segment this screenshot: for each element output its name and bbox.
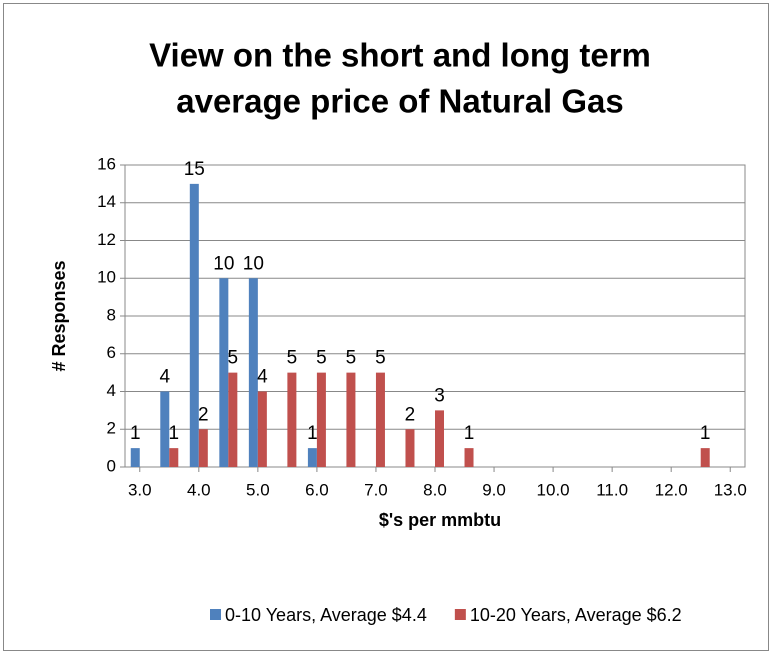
x-tick-label: 9.0	[482, 480, 506, 499]
data-label: 3	[434, 385, 445, 406]
y-tick-label: 16	[97, 154, 116, 173]
x-axis-title: $'s per mmbtu	[379, 510, 501, 530]
data-label: 2	[405, 404, 416, 425]
data-label: 1	[168, 423, 179, 444]
bar	[189, 183, 199, 467]
bar	[169, 448, 179, 467]
bar	[375, 372, 385, 467]
x-tick-label: 4.0	[187, 480, 211, 499]
data-label: 1	[307, 423, 318, 444]
legend-label: 0-10 Years, Average $4.4	[225, 605, 427, 625]
bar	[228, 372, 238, 467]
x-tick-label: 13.0	[714, 480, 747, 499]
x-tick-label: 11.0	[596, 480, 628, 499]
x-tick-label: 7.0	[364, 480, 388, 499]
y-tick-label: 12	[97, 230, 116, 249]
bar	[130, 448, 140, 467]
bar	[316, 372, 326, 467]
legend-label: 10-20 Years, Average $6.2	[470, 605, 682, 625]
y-tick-label: 6	[107, 343, 116, 362]
y-tick-label: 10	[97, 268, 116, 287]
data-label: 1	[464, 423, 475, 444]
data-label: 10	[213, 253, 234, 274]
x-tick-label: 10.0	[537, 480, 570, 499]
y-tick-label: 2	[107, 419, 116, 438]
x-tick-label: 5.0	[246, 480, 270, 499]
bar	[435, 410, 444, 467]
bar	[219, 278, 229, 467]
data-label: 4	[159, 367, 170, 388]
bar	[464, 448, 474, 467]
y-tick-label: 4	[107, 381, 116, 400]
data-label: 5	[346, 348, 357, 369]
bar	[287, 372, 297, 467]
data-label: 15	[184, 159, 205, 180]
data-label: 5	[316, 348, 327, 369]
y-axis-title: # Responses	[49, 260, 69, 371]
x-tick-label: 8.0	[423, 480, 447, 499]
y-tick-label: 14	[97, 192, 116, 211]
data-label: 10	[243, 253, 264, 274]
bar	[198, 429, 208, 467]
data-label: 5	[375, 348, 386, 369]
bar	[160, 391, 170, 467]
legend-swatch	[454, 609, 466, 620]
data-label: 1	[700, 423, 711, 444]
data-label: 5	[287, 348, 298, 369]
chart-title: average price of Natural Gas	[176, 83, 624, 120]
legend-swatch	[210, 609, 221, 620]
data-label: 4	[257, 367, 268, 388]
bar	[346, 372, 356, 467]
y-tick-label: 8	[107, 305, 116, 324]
bar	[307, 448, 317, 467]
data-label: 2	[198, 404, 209, 425]
y-tick-label: 0	[107, 456, 116, 475]
data-label: 5	[228, 348, 239, 369]
bar	[248, 278, 258, 467]
bar	[257, 391, 267, 467]
bar	[405, 429, 415, 467]
bar	[700, 448, 710, 467]
chart-title: View on the short and long term	[149, 37, 651, 74]
data-label: 1	[130, 423, 141, 444]
x-tick-label: 12.0	[655, 480, 688, 499]
x-tick-label: 3.0	[128, 480, 152, 499]
x-tick-label: 6.0	[305, 480, 329, 499]
